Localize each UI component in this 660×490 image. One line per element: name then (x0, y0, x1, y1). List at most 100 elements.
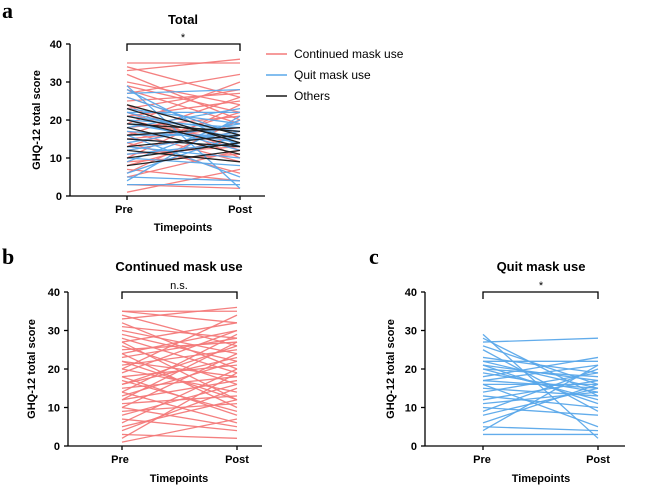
series-line-continued-mask-use (126, 73, 241, 95)
series-line-continued-mask-use (121, 322, 238, 343)
series-line-quit-mask-use (482, 383, 599, 428)
y-tick-label: 20 (405, 364, 417, 376)
x-tick-label: Pre (115, 204, 133, 216)
y-axis-label: GHQ-12 total score (31, 70, 43, 170)
panel-c: c Quit mask use 0 10 20 30 40 Pre Post T… (369, 244, 625, 485)
x-tick-label: Pre (473, 454, 491, 466)
y-ticks: 0 10 20 30 40 (48, 287, 68, 453)
y-axis-label: GHQ-12 total score (385, 319, 397, 419)
y-tick-label: 0 (54, 441, 60, 453)
y-ticks: 0 10 20 30 40 (50, 39, 70, 203)
series-line-continued-mask-use (126, 88, 241, 110)
chart-title: Total (168, 12, 198, 27)
series-line-others (126, 149, 241, 167)
series-line-continued-mask-use (121, 306, 238, 320)
y-tick-label: 10 (405, 403, 417, 415)
significance-bracket (482, 291, 599, 299)
series-line-continued-mask-use (121, 360, 238, 378)
series-line-continued-mask-use (121, 433, 238, 439)
y-tick-label: 20 (48, 364, 60, 376)
x-tick-label: Post (586, 454, 610, 466)
series-line-continued-mask-use (121, 329, 238, 374)
series-line-others (126, 126, 241, 136)
x-ticks: Pre Post (115, 196, 252, 216)
series-line-others (126, 149, 241, 163)
series-line-continued-mask-use (121, 333, 238, 393)
series-line-continued-mask-use (121, 341, 238, 401)
plot-area (482, 333, 599, 439)
y-tick-label: 30 (48, 326, 60, 338)
plot-area (126, 58, 241, 193)
panel-label-c: c (369, 244, 379, 269)
significance-label: n.s. (170, 280, 188, 292)
series-line-quit-mask-use (482, 406, 599, 416)
panel-label-a: a (2, 0, 13, 23)
y-axis-label: GHQ-12 total score (26, 319, 38, 419)
series-line-quit-mask-use (126, 157, 241, 167)
series-line-continued-mask-use (126, 58, 241, 72)
y-tick-label: 0 (56, 191, 62, 203)
series-line-quit-mask-use (126, 176, 241, 182)
legend-label-quit: Quit mask use (294, 68, 371, 82)
legend-label-others: Others (294, 89, 330, 103)
y-tick-label: 30 (50, 77, 62, 89)
y-tick-label: 0 (411, 441, 417, 453)
series-line-quit-mask-use (126, 115, 241, 182)
series-line-continued-mask-use (121, 368, 238, 424)
y-tick-label: 40 (48, 287, 60, 299)
chart-title: Quit mask use (497, 259, 586, 274)
series-line-others (126, 142, 241, 159)
significance-label: * (181, 32, 186, 44)
series-line-others (126, 134, 241, 148)
series-line-continued-mask-use (126, 149, 241, 178)
x-ticks: Pre Post (473, 446, 610, 466)
series-line-others (126, 123, 241, 133)
series-line-quit-mask-use (482, 383, 599, 424)
series-line-quit-mask-use (482, 337, 599, 343)
y-tick-label: 10 (48, 403, 60, 415)
series-line-quit-mask-use (482, 356, 599, 374)
series-line-continued-mask-use (121, 337, 238, 359)
y-tick-label: 20 (50, 115, 62, 127)
significance-bracket (121, 291, 238, 299)
y-tick-label: 40 (405, 287, 417, 299)
x-axis-label: Timepoints (150, 473, 208, 485)
series-line-quit-mask-use (126, 145, 241, 159)
legend: Continued mask use Quit mask use Others (266, 47, 404, 103)
series-line-quit-mask-use (482, 426, 599, 432)
x-tick-label: Pre (111, 454, 129, 466)
series-line-continued-mask-use (121, 353, 238, 409)
series-line-quit-mask-use (482, 387, 599, 416)
series-line-continued-mask-use (121, 387, 238, 432)
y-tick-label: 30 (405, 326, 417, 338)
series-line-quit-mask-use (482, 356, 599, 378)
series-line-continued-mask-use (126, 168, 241, 193)
series-line-continued-mask-use (121, 399, 238, 428)
chart-title: Continued mask use (115, 259, 242, 274)
plot-area (121, 306, 238, 443)
series-line-continued-mask-use (126, 81, 241, 106)
series-line-continued-mask-use (121, 383, 238, 416)
x-tick-label: Post (228, 204, 252, 216)
series-line-continued-mask-use (121, 372, 238, 439)
series-line-continued-mask-use (121, 314, 238, 370)
y-tick-label: 10 (50, 153, 62, 165)
legend-item-others: Others (266, 89, 330, 103)
series-line-quit-mask-use (482, 364, 599, 432)
panel-a: a Total 0 10 20 30 40 Pre Post Timepoint… (2, 0, 404, 234)
series-line-quit-mask-use (482, 333, 599, 439)
legend-item-quit: Quit mask use (266, 68, 371, 82)
series-line-continued-mask-use (121, 310, 238, 324)
x-ticks: Pre Post (111, 446, 249, 466)
series-line-continued-mask-use (121, 418, 238, 443)
series-line-continued-mask-use (126, 168, 241, 182)
significance-bracket (126, 43, 241, 51)
series-line-quit-mask-use (126, 88, 241, 95)
x-axis-label: Timepoints (512, 473, 570, 485)
y-ticks: 0 10 20 30 40 (405, 287, 425, 453)
y-tick-label: 40 (50, 39, 62, 51)
series-line-continued-mask-use (121, 418, 238, 432)
series-line-quit-mask-use (482, 364, 599, 382)
significance-label: * (539, 280, 544, 292)
